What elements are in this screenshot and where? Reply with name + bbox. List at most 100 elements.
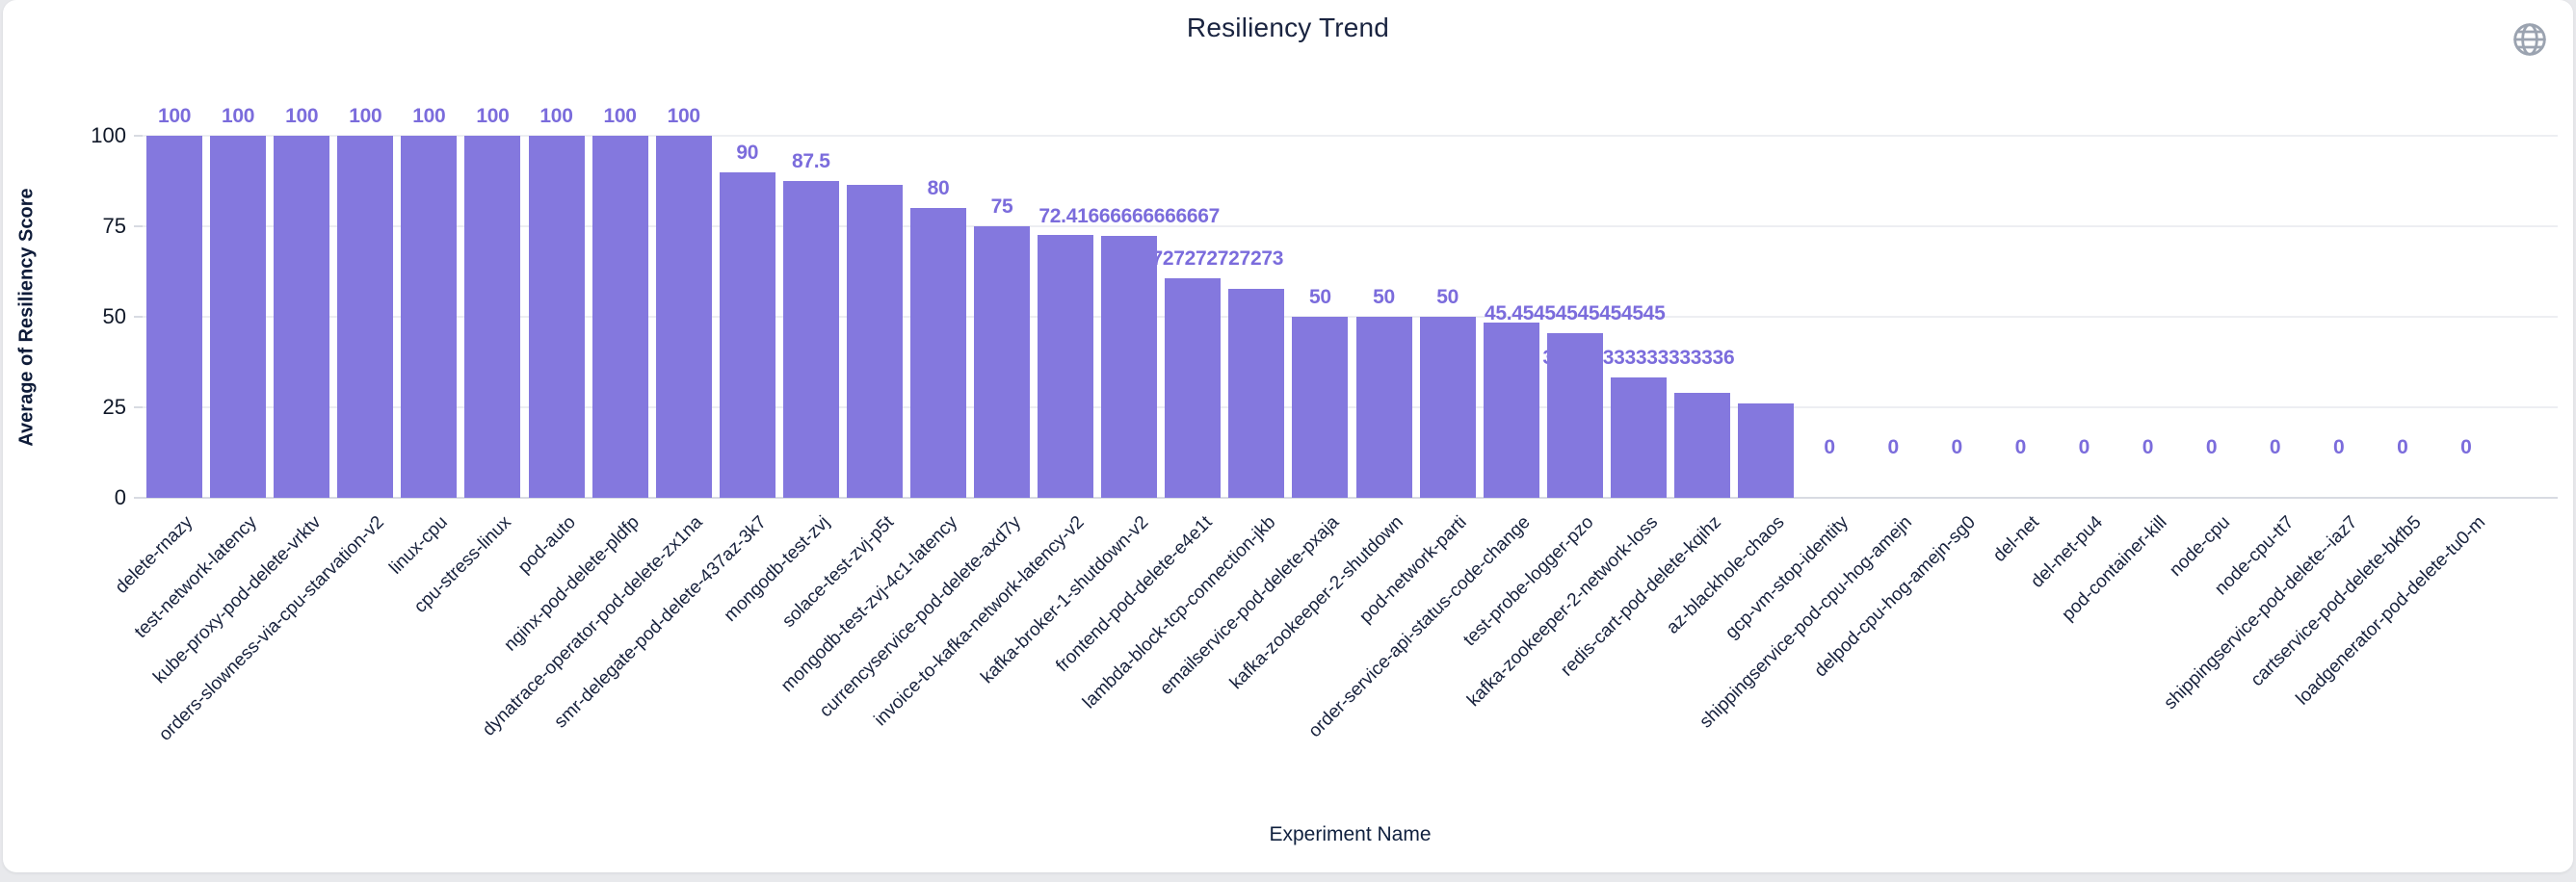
bar-slot: 0 <box>2434 136 2498 498</box>
bar-value-label: 50 <box>1373 286 1395 308</box>
bar-slot: 100 <box>652 105 716 498</box>
bar-value-label: 0 <box>2397 436 2408 458</box>
gridline <box>143 225 2558 227</box>
bar-solace-test-zvj-p5t[interactable] <box>846 185 903 498</box>
bar-invoice-to-kafka-network-latency-v2[interactable] <box>1038 234 1094 498</box>
bar-value-label: 0 <box>2460 436 2472 458</box>
bar-slot <box>843 136 907 498</box>
bar-value-label: 0 <box>2014 436 2027 458</box>
bar-slot: 100 <box>333 105 397 498</box>
x-tick-label-orders-slowness-via-cpu-starvation-v2: orders-slowness-via-cpu-starvation-v2 <box>155 512 389 745</box>
bar-kafka-zookeeper-2-shutdown[interactable] <box>1355 317 1412 498</box>
bar-slot: 0 <box>1798 136 1861 498</box>
bar-slot: 87.5 <box>779 136 843 498</box>
bar-pod-auto[interactable] <box>528 136 585 498</box>
bar-slot: 72.41666666666667 <box>1038 136 1220 498</box>
x-tick-label-order-service-api-status-code-change: order-service-api-status-code-change <box>1304 512 1535 742</box>
bar-redis-cart-pod-delete-kqihz[interactable] <box>1673 392 1730 498</box>
bar-slot: 0 <box>2371 136 2434 498</box>
bar-value-label: 0 <box>2142 436 2154 458</box>
bar-slot: 0 <box>2052 136 2116 498</box>
bar-test-network-latency[interactable] <box>210 136 267 498</box>
bar-value-label: 50 <box>1436 286 1459 308</box>
bar-orders-slowness-via-cpu-starvation-v2[interactable] <box>337 136 394 498</box>
bar-slot: 50 <box>1288 136 1352 498</box>
bar-value-label: 0 <box>1887 436 1899 458</box>
bar-value-label: 80 <box>927 177 950 200</box>
bar-value-label: 100 <box>476 105 510 127</box>
bar-value-label: 50 <box>1309 286 1331 308</box>
bar-kube-proxy-pod-delete-vrktv[interactable] <box>274 136 330 498</box>
gridline <box>143 135 2558 137</box>
bar-slot: 0 <box>1861 136 1925 498</box>
bar-slot: 100 <box>589 105 652 498</box>
bar-lambda-block-tcp-connection-jkb[interactable] <box>1228 289 1285 498</box>
x-tick-label-test-network-latency: test-network-latency <box>130 512 261 643</box>
bar-az-blackhole-chaos[interactable] <box>1737 403 1794 498</box>
globe-icon[interactable] <box>2510 20 2549 59</box>
bar-order-service-api-status-code-change[interactable] <box>1483 323 1539 498</box>
bar-slot: 100 <box>460 105 524 498</box>
bar-value-label: 100 <box>603 105 637 127</box>
bar-smr-delegate-pod-delete-437az-3k7[interactable] <box>719 171 775 498</box>
bar-slot: 0 <box>2244 136 2307 498</box>
bar-slot: 100 <box>524 105 588 498</box>
bar-value-label: 45.45454545454545 <box>1484 302 1666 325</box>
bar-nginx-pod-delete-pldfp[interactable] <box>591 136 648 498</box>
bar-value-label: 87.5 <box>791 150 830 172</box>
bar-value-label: 100 <box>412 105 446 127</box>
x-tick-label-del-net: del-net <box>1989 512 2044 566</box>
bar-slot: 0 <box>1988 136 2052 498</box>
bar-currencyservice-pod-delete-axd7y[interactable] <box>974 226 1031 498</box>
bar-slot: 50 <box>1416 136 1480 498</box>
bar-slot: 50 <box>1352 136 1415 498</box>
bar-value-label: 90 <box>736 141 759 164</box>
bar-value-label: 0 <box>2332 436 2345 458</box>
bar-slot: 45.45454545454545 <box>1485 136 1666 498</box>
bar-delete-rnazy[interactable] <box>146 136 203 498</box>
bar-cpu-stress-linux[interactable] <box>464 136 521 498</box>
bar-value-label: 0 <box>2205 436 2218 458</box>
bar-kafka-broker-1-shutdown-v2[interactable] <box>1101 235 1158 498</box>
bar-slot: 80 <box>907 136 970 498</box>
y-tick-label: 25 <box>102 395 126 419</box>
bar-slot: 90 <box>716 136 779 498</box>
bar-slot: 0 <box>2116 136 2179 498</box>
bar-emailservice-pod-delete-pxaja[interactable] <box>1292 317 1349 498</box>
chart-title: Resiliency Trend <box>1186 13 1390 42</box>
bar-dynatrace-operator-pod-delete-zx1na[interactable] <box>655 136 712 498</box>
bar-value-label: 100 <box>667 105 700 127</box>
y-tick-label: 50 <box>102 304 126 328</box>
x-tick-label-pod-auto: pod-auto <box>513 512 580 578</box>
bar-slot: 100 <box>206 105 270 498</box>
bar-slot <box>1480 136 1543 498</box>
bar-slot: 100 <box>270 105 333 498</box>
bar-kafka-zookeeper-2-network-loss[interactable] <box>1610 376 1667 498</box>
x-tick-label-pod-network-parti: pod-network-parti <box>1355 512 1471 628</box>
bar-mongodb-test-zvj-4c1-latency[interactable] <box>909 208 966 498</box>
bar-slot <box>1670 136 1734 498</box>
bar-slot <box>1034 136 1097 498</box>
bar-value-label: 100 <box>539 105 573 127</box>
resiliency-trend-card: Resiliency Trend Average of Resiliency S… <box>3 0 2573 872</box>
y-tick-mark <box>134 316 143 318</box>
bar-value-label: 0 <box>1824 436 1835 458</box>
x-axis-title: Experiment Name <box>1269 823 1432 845</box>
bar-slot: 75 <box>970 136 1034 498</box>
y-tick-label: 75 <box>102 214 126 238</box>
bar-frontend-pod-delete-e4e1t[interactable] <box>1165 277 1222 498</box>
bar-test-probe-logger-pzo[interactable] <box>1546 333 1603 498</box>
y-tick-mark <box>134 406 143 408</box>
y-tick-mark <box>134 497 143 499</box>
bar-linux-cpu[interactable] <box>401 136 458 498</box>
x-tick-label-az-blackhole-chaos: az-blackhole-chaos <box>1663 512 1789 638</box>
bar-slot <box>1224 136 1288 498</box>
bar-pod-network-parti[interactable] <box>1419 317 1476 498</box>
bar-value-label: 72.41666666666667 <box>1038 204 1221 227</box>
x-axis-labels: delete-rnazy test-network-latency kube-pro… <box>112 498 2498 816</box>
plot-area: 100 100 100 100 100 100 100 100 100 90 87.5 80 75 72.… <box>112 105 2558 745</box>
bar-slot: 60.72727272727273 <box>1102 136 1283 498</box>
bar-value-label: 0 <box>2078 436 2090 458</box>
bar-mongodb-test-zvj[interactable] <box>782 181 839 498</box>
